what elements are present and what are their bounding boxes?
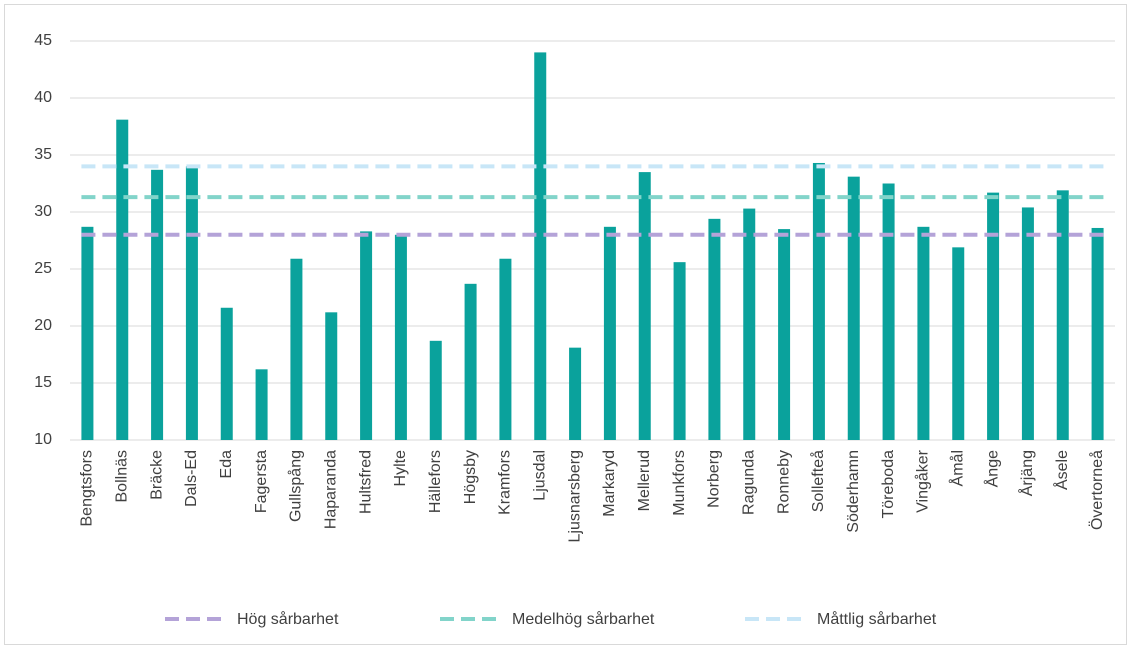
bar: [151, 169, 164, 440]
x-tick-label: Vingåker: [914, 449, 932, 513]
x-tick-label: Årjäng: [1017, 450, 1036, 496]
x-tick-label: Eda: [218, 450, 235, 479]
y-tick-label: 40: [34, 89, 52, 106]
x-tick-label: Fagersta: [253, 450, 270, 513]
bar: [360, 231, 373, 440]
y-tick-label: 10: [34, 431, 52, 448]
x-tick-label: Mellerud: [636, 450, 653, 511]
x-tick-label: Bollnäs: [113, 450, 130, 502]
x-tick-label: Munkfors: [671, 450, 688, 516]
bar: [464, 283, 477, 440]
bar: [569, 347, 582, 440]
x-tick-label: Kramfors: [497, 450, 514, 515]
bar: [673, 262, 686, 440]
bar: [394, 234, 407, 440]
bar: [638, 172, 651, 440]
x-tick-label: Sollefteå: [809, 450, 827, 512]
bar: [185, 166, 198, 440]
x-tick-label: Ronneby: [775, 450, 792, 514]
bar: [290, 258, 303, 440]
bar: [952, 247, 965, 440]
bar: [81, 226, 94, 440]
x-tick-label: Ljusnarsberg: [566, 450, 583, 543]
x-tick-label: Söderhamn: [845, 450, 862, 533]
bar: [987, 192, 1000, 440]
y-tick-label: 35: [34, 146, 52, 163]
bar: [1056, 190, 1069, 440]
x-tick-label: Norberg: [706, 450, 723, 508]
y-tick-label: 30: [34, 203, 52, 220]
x-tick-label: Dals-Ed: [183, 450, 200, 507]
x-tick-label: Markaryd: [601, 450, 618, 517]
y-tick-label: 25: [34, 260, 52, 277]
bar: [812, 162, 825, 441]
legend-label: Medelhög sårbarhet: [512, 610, 655, 628]
legend-label: Hög sårbarhet: [237, 610, 339, 628]
y-tick-label: 45: [34, 32, 52, 49]
bar: [1091, 227, 1104, 440]
x-tick-label: Högsby: [462, 450, 479, 504]
bar: [882, 183, 895, 440]
bar: [778, 229, 791, 440]
x-tick-label: Hällefors: [427, 450, 444, 513]
bar: [847, 176, 860, 440]
bar: [743, 208, 756, 440]
bar: [917, 226, 930, 440]
y-tick-label: 20: [34, 317, 52, 334]
x-tick-label: Ljusdal: [531, 450, 548, 501]
bar: [499, 258, 512, 440]
bar: [603, 226, 616, 440]
x-tick-label: Ånge: [982, 450, 1001, 487]
x-tick-label: Hylte: [392, 450, 409, 487]
legend-label: Måttlig sårbarhet: [817, 610, 937, 628]
x-tick-label: Bräcke: [148, 450, 165, 500]
x-tick-label: Töreboda: [880, 450, 897, 519]
bar: [534, 52, 547, 441]
bar: [1021, 207, 1034, 440]
bar: [325, 312, 338, 440]
x-tick-label: Åmål: [947, 450, 966, 486]
x-tick-label: Bengtsfors: [79, 450, 96, 526]
bar: [220, 307, 233, 440]
y-tick-label: 15: [34, 374, 52, 391]
bar: [255, 369, 268, 440]
x-tick-label: Gullspång: [287, 450, 305, 522]
bar: [708, 218, 721, 440]
x-tick-label: Hultsfred: [357, 450, 374, 514]
x-tick-label: Åsele: [1052, 450, 1071, 490]
x-tick-label: Ragunda: [740, 450, 757, 515]
x-tick-label: Haparanda: [322, 450, 339, 529]
x-tick-label: Övertorneå: [1088, 450, 1106, 530]
bar: [429, 340, 442, 440]
bar: [116, 119, 129, 440]
